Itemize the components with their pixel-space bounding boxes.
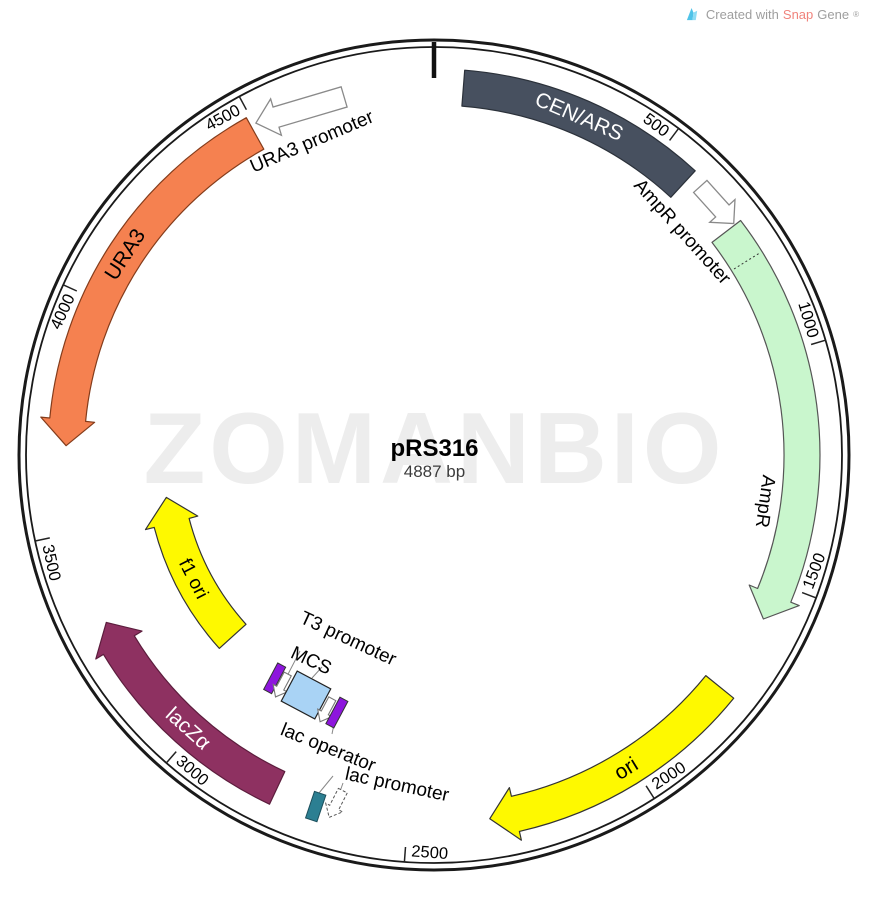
tick-label-2500: 2500 <box>411 842 449 863</box>
tick-4000 <box>62 284 78 292</box>
attribution: Created with Snap Gene ® <box>685 7 859 22</box>
attribution-brand-gene: Gene <box>817 7 850 22</box>
attribution-text: Created with <box>705 7 779 22</box>
mcs-block <box>280 670 332 720</box>
feature-band-f1-ori <box>144 496 247 649</box>
feature-band-ori <box>489 675 735 841</box>
watermark: ZOMANBIO <box>143 393 726 505</box>
tick-3500 <box>35 537 50 542</box>
tick-label-3500: 3500 <box>39 543 64 583</box>
lac-operator-block <box>325 696 349 729</box>
snapgene-logo-icon <box>686 7 698 21</box>
plasmid-name: pRS316 <box>390 435 479 462</box>
tick-3000 <box>165 751 177 764</box>
plasmid-backbone-outer-circle <box>17 38 851 872</box>
feature-band-ura3 <box>40 117 265 447</box>
ura3-promoter-arrow <box>254 86 348 137</box>
ampr-promoter-arrow <box>692 179 736 225</box>
attribution-registered: ® <box>853 10 859 19</box>
tick-1000 <box>810 339 826 346</box>
plasmid-title-block: pRS316 4887 bp <box>0 435 869 483</box>
feature-band-ampr <box>711 219 821 620</box>
feature-band-cen-ars <box>461 69 696 198</box>
feature-divider-ampr <box>733 252 760 270</box>
plasmid-size: 4887 bp <box>403 462 466 482</box>
promoter-arrow-left <box>272 671 293 698</box>
feature-band-laczalpha <box>95 621 286 805</box>
lac-promoter-arrow <box>324 787 348 819</box>
tick-2500 <box>403 846 407 862</box>
tick-4500 <box>238 96 248 111</box>
tick-2000 <box>645 785 655 799</box>
lac-promoter-block <box>304 790 327 823</box>
callout-label-lac-promoter: lac promoter <box>343 764 451 807</box>
tick-500 <box>668 127 680 141</box>
promoter-arrow-right <box>316 696 337 723</box>
tick-1500 <box>801 591 817 599</box>
mcs-cluster <box>262 662 349 729</box>
t3-promoter-block <box>262 662 287 695</box>
callout-label-ampr-promoter: AmpR promoter <box>629 175 735 289</box>
callout-label-mcs: MCS <box>287 643 334 680</box>
attribution-brand-snap: Snap <box>782 7 814 22</box>
leader-lac-promoter-1 <box>318 775 334 794</box>
leader-mcs <box>311 666 323 679</box>
